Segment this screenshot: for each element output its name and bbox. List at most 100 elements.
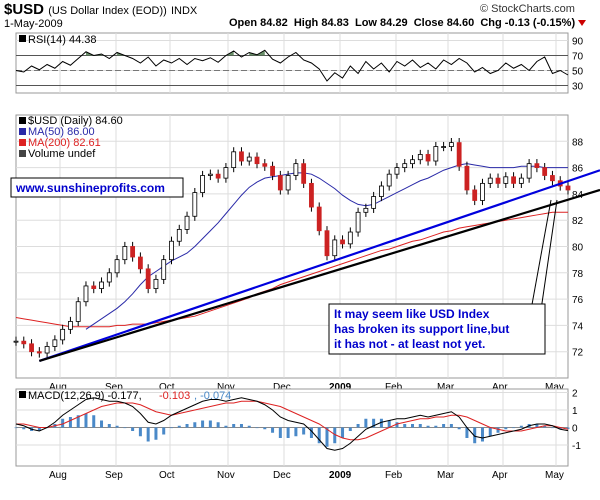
price-candle-body [184,215,190,230]
down-arrow-icon [578,20,587,27]
price-candle-body [200,175,205,193]
price-candle-body [207,173,213,176]
price-candle-body [176,229,182,242]
macd-histogram-bar [473,427,477,444]
price-candle-body [262,163,268,167]
macd-histogram-bar [201,420,205,428]
macd-histogram-bar [372,418,376,428]
rsi-panel-frame [15,32,569,94]
price-candle-body [565,185,571,191]
rsi-tick-label: 30 [572,82,584,93]
symbol-description: (US Dollar Index (EOD)) [48,5,167,17]
date-label: 1-May-2009 [4,18,63,30]
price-candle-body [246,156,252,162]
macd-histogram-bar [411,424,415,428]
price-candle-body [122,246,128,261]
macd-x-tick-label: Dec [273,470,291,481]
price-tick-label: 72 [572,348,584,359]
price-candle-body [285,175,291,191]
price-candle-body [456,142,462,167]
price-tick-label: 74 [572,321,584,332]
price-candle-body [309,182,314,208]
price-legend-label: MA(200) 82.61 [28,137,101,149]
macd-x-tick-label: Oct [159,470,175,481]
rsi-legend-swatch [19,35,26,42]
price-candle-body [254,156,260,165]
macd-histogram-bar [325,427,329,447]
price-x-tick-label: Feb [385,382,403,393]
macd-histogram-bar [22,427,26,430]
macd-tick-label: 0 [572,424,578,435]
low-value: Low 84.29 [354,17,408,29]
high-value: High 84.83 [293,17,349,29]
note-box [328,303,546,355]
macd-histogram-bar [302,427,306,435]
price-candle-body [44,346,50,354]
price-tick-label: 88 [572,137,584,148]
price-tick-label: 84 [572,190,584,201]
price-candle-body [347,231,353,245]
macd-histogram-bar [356,424,360,428]
price-legend-swatch [19,117,26,124]
macd-histogram-bar [169,427,173,429]
macd-histogram-bar [566,427,570,429]
price-tick-label: 76 [572,295,584,306]
price-candle-body [114,259,120,274]
price-x-tick-label: Nov [217,382,235,393]
price-legend-swatch [19,139,26,146]
price-candle-body [106,272,112,283]
macd-histogram-bar [403,424,407,428]
symbol-code: $USD [4,1,45,18]
macd-histogram-bar [263,427,267,430]
price-candle-body [386,173,392,187]
macd-histogram-bar [317,427,321,444]
price-x-tick-label: Apr [492,382,508,393]
rsi-overbought-fill [85,51,102,56]
macd-histogram-bar [61,418,65,428]
price-tick-label: 80 [572,243,584,254]
macd-tick-label: -1 [572,441,581,452]
macd-histogram-bar [286,427,290,438]
price-candle-body [495,177,501,184]
copyright-label: © StockCharts.com [480,3,575,15]
macd-histogram-bar [434,425,438,428]
price-candle-body [293,163,299,176]
price-legend-label: $USD (Daily) 84.60 [28,115,123,127]
rsi-overbought-fill [249,50,265,56]
macd-histogram-bar [387,420,391,428]
macd-x-tick-label: 2009 [329,470,352,481]
price-candle-body [511,176,516,184]
macd-histogram-bar [519,425,523,428]
macd-legend-hist: , -0.074 [194,390,231,402]
price-candle-body [13,340,19,343]
price-candle-body [91,285,97,289]
price-candle-body [137,256,143,270]
price-legend-swatch [19,128,26,135]
macd-histogram-bar [255,427,259,429]
rsi-legend-label: RSI(14) 44.38 [28,34,96,46]
price-candle-body [231,151,237,169]
close-value: Close 84.60 [413,17,475,29]
note-text-line: has broken its support line,but [334,322,509,336]
rsi-tick-label: 90 [572,37,584,48]
macd-histogram-bar [512,427,516,429]
website-label: www.sunshineprofits.com [15,181,165,195]
macd-histogram-bar [465,427,469,438]
macd-histogram-bar [457,427,461,430]
price-candle-body [550,175,555,182]
price-candle-body [526,163,532,179]
price-legend-swatch [19,150,26,157]
price-candle-body [60,328,66,341]
price-candle-body [99,281,104,289]
macd-histogram-bar [232,424,236,428]
price-candle-body [379,185,384,197]
price-candle-body [324,230,330,257]
price-candle-body [161,259,167,280]
macd-histogram-bar [271,427,275,433]
change-value: Chg -0.13 (-0.15%) [480,17,576,29]
rsi-tick-label: 50 [572,67,584,78]
macd-x-tick-label: Feb [385,470,403,481]
price-x-tick-label: Dec [273,382,291,393]
macd-tick-label: 1 [572,406,578,417]
price-candle-body [130,246,136,258]
